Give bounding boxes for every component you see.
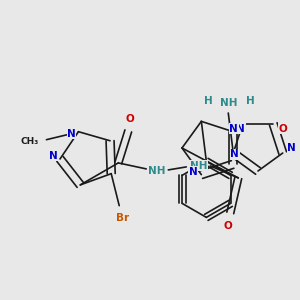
Text: H: H — [246, 96, 255, 106]
Text: Br: Br — [116, 213, 129, 223]
Text: N: N — [229, 124, 238, 134]
Text: N: N — [236, 124, 245, 134]
Text: NH: NH — [148, 166, 165, 176]
Text: N: N — [67, 129, 76, 139]
Text: O: O — [279, 124, 288, 134]
Text: H: H — [204, 96, 213, 106]
Text: NH: NH — [220, 98, 237, 108]
Text: N: N — [49, 151, 57, 161]
Text: N: N — [287, 143, 296, 153]
Text: N: N — [189, 167, 198, 177]
Text: NH: NH — [190, 161, 207, 171]
Text: O: O — [126, 114, 135, 124]
Text: CH₃: CH₃ — [20, 137, 38, 146]
Text: O: O — [224, 221, 233, 231]
Text: N: N — [230, 149, 239, 160]
